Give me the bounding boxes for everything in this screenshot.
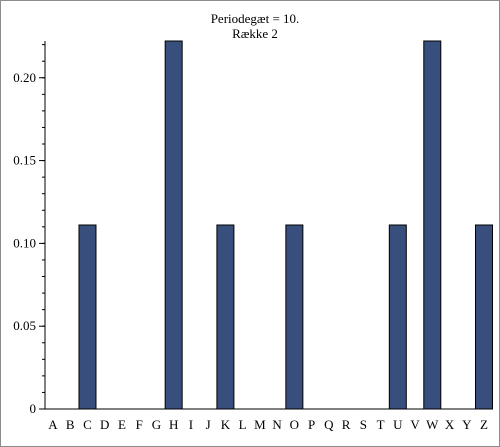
x-tick-label: P bbox=[308, 417, 315, 432]
x-tick-label: C bbox=[83, 417, 92, 432]
y-tick-label: 0.15 bbox=[13, 153, 36, 168]
x-tick-label: I bbox=[189, 417, 193, 432]
x-tick-label: X bbox=[445, 417, 455, 432]
bars bbox=[78, 40, 493, 410]
bar-k bbox=[216, 224, 235, 410]
x-tick-label: V bbox=[410, 417, 420, 432]
bar-z bbox=[475, 224, 493, 410]
x-tick-label: W bbox=[426, 417, 439, 432]
x-tick-label: D bbox=[100, 417, 109, 432]
y-tick-label: 0.20 bbox=[13, 70, 36, 85]
x-tick-label: N bbox=[272, 417, 282, 432]
x-tick-label: Y bbox=[462, 417, 472, 432]
y-tick-label: 0.05 bbox=[13, 318, 36, 333]
x-tick-label: J bbox=[206, 417, 211, 432]
bar-h bbox=[164, 40, 183, 410]
x-tick-label: L bbox=[239, 417, 247, 432]
chart-subtitle: Række 2 bbox=[232, 26, 278, 41]
x-tick-label: U bbox=[393, 417, 403, 432]
y-tick-label: 0.10 bbox=[13, 235, 36, 250]
x-tick-label: Q bbox=[324, 417, 334, 432]
x-tick-label: E bbox=[118, 417, 126, 432]
bar-c bbox=[78, 224, 97, 410]
x-tick-label: O bbox=[290, 417, 299, 432]
chart-title: Periodegæt = 10. bbox=[211, 11, 300, 26]
y-axis: 0 0.05 0.10 0.15 0.20 bbox=[13, 41, 46, 416]
x-tick-label: G bbox=[152, 417, 161, 432]
x-tick-label: K bbox=[221, 417, 231, 432]
x-tick-label: F bbox=[136, 417, 143, 432]
x-tick-label: H bbox=[169, 417, 178, 432]
x-tick-label: Z bbox=[480, 417, 488, 432]
x-tick-label: B bbox=[66, 417, 75, 432]
x-tick-label: S bbox=[360, 417, 367, 432]
y-tick-label: 0 bbox=[30, 401, 37, 416]
x-tick-label: T bbox=[377, 417, 385, 432]
x-tick-label: R bbox=[342, 417, 351, 432]
bar-w bbox=[423, 40, 442, 410]
bar-u bbox=[388, 224, 407, 410]
bar-o bbox=[285, 224, 304, 410]
x-tick-label: M bbox=[254, 417, 266, 432]
x-tick-label: A bbox=[48, 417, 58, 432]
